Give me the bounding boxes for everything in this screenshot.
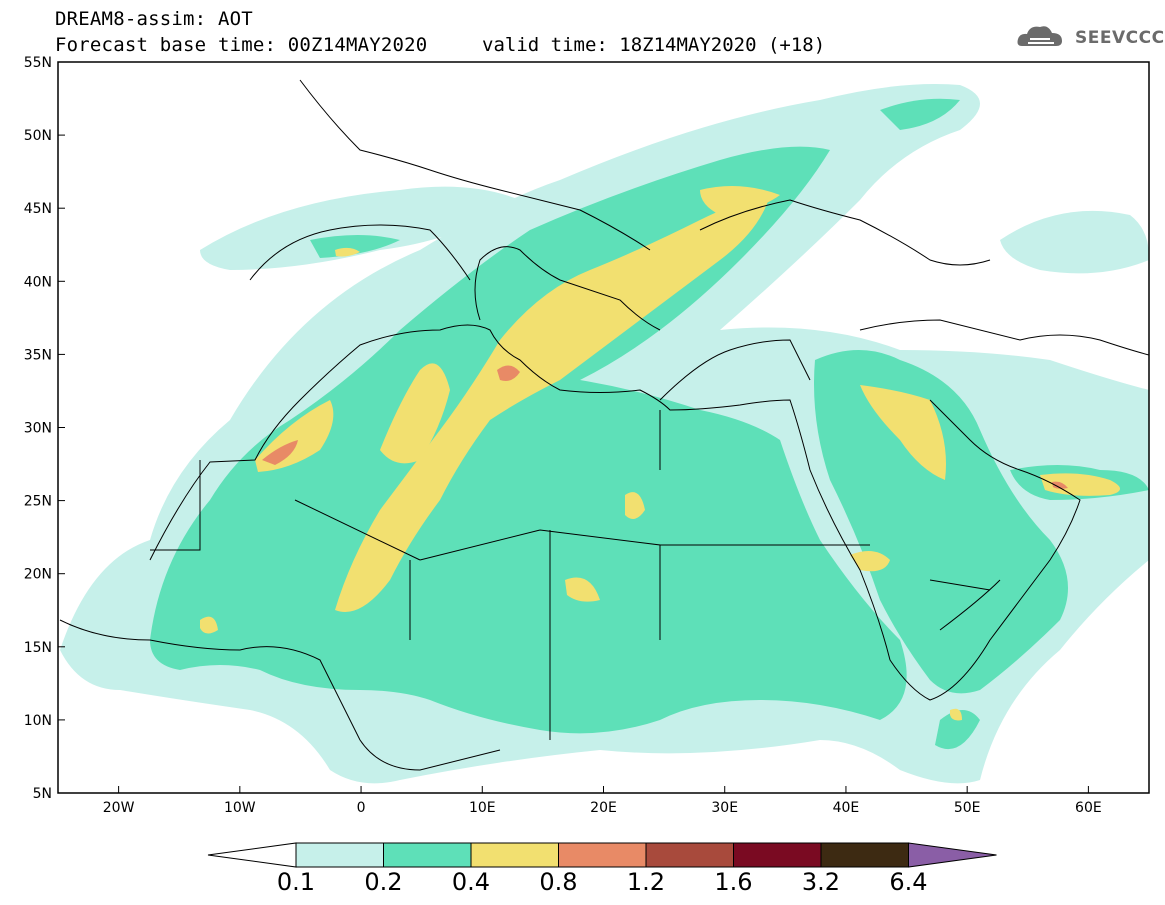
lat-tick-label: 25N xyxy=(24,494,52,510)
latitude-axis: 55N 50N 45N 40N 35N 30N 25N 20N 15N 10N 5N xyxy=(24,55,65,802)
colorbar-segment xyxy=(383,842,472,868)
valid-time: valid time: 18Z14MAY2020 (+18) xyxy=(482,34,826,56)
lon-tick-label: 50E xyxy=(954,800,981,816)
lat-tick-label: 5N xyxy=(33,786,52,802)
lon-tick-label: 60E xyxy=(1075,800,1102,816)
coastlines xyxy=(59,79,1149,771)
colorbar-segment xyxy=(558,842,647,868)
lat-tick-label: 10N xyxy=(24,713,52,729)
aot-colorbar xyxy=(207,842,997,868)
lon-tick-label: 0 xyxy=(357,800,366,816)
lat-tick-label: 55N xyxy=(24,55,52,71)
lon-tick-label: 30E xyxy=(711,800,738,816)
lon-tick-label: 20W xyxy=(103,800,135,816)
cloud-logo-icon xyxy=(1017,26,1062,46)
colorbar-upper-arrow xyxy=(908,842,997,868)
colorbar-segment xyxy=(820,842,909,868)
lat-tick-label: 35N xyxy=(24,347,52,363)
colorbar-label: 3.2 xyxy=(801,868,841,896)
lat-tick-label: 15N xyxy=(24,640,52,656)
lon-tick-label: 40E xyxy=(833,800,860,816)
lat-tick-label: 30N xyxy=(24,421,52,437)
colorbar-lower-arrow xyxy=(207,842,297,868)
forecast-base-time: Forecast base time: 00Z14MAY2020 xyxy=(55,34,428,56)
colorbar-label: 0.2 xyxy=(364,868,403,896)
aot-level-0-8 xyxy=(262,365,1068,489)
aot-level-0-4 xyxy=(200,186,1120,721)
map-title: DREAM8-assim: AOT xyxy=(55,8,253,30)
colorbar-segment xyxy=(470,842,559,868)
colorbar-label: 6.4 xyxy=(889,868,928,896)
longitude-axis: 20W 10W 0 10E 20E 30E 40E 50E 60E xyxy=(103,786,1102,816)
colorbar-segment xyxy=(645,842,734,868)
colorbar-label: 0.4 xyxy=(451,868,491,896)
lat-tick-label: 45N xyxy=(24,201,52,217)
lon-tick-label: 20E xyxy=(590,800,617,816)
lat-tick-label: 50N xyxy=(24,128,52,144)
colorbar-segment xyxy=(733,842,822,868)
lon-tick-label: 10E xyxy=(469,800,496,816)
colorbar-label: 1.2 xyxy=(626,868,666,896)
lon-tick-label: 10W xyxy=(224,800,256,816)
logo-text: SEEVCCC xyxy=(1075,28,1165,48)
lat-tick-label: 20N xyxy=(24,567,52,583)
colorbar-segment xyxy=(295,842,384,868)
aot-fields xyxy=(60,84,1149,784)
colorbar-label: 0.1 xyxy=(276,868,316,896)
colorbar-label: 0.8 xyxy=(539,868,578,896)
lat-tick-label: 40N xyxy=(24,274,52,290)
colorbar-label: 1.6 xyxy=(714,868,753,896)
